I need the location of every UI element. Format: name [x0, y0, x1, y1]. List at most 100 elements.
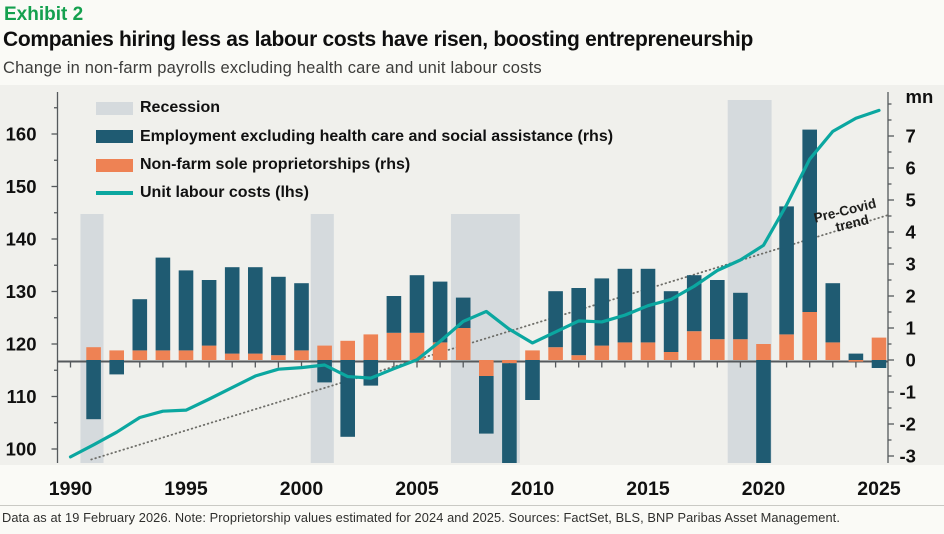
unit-labour-costs-line: [68, 108, 881, 459]
proprietorships-swatch-icon: [96, 158, 133, 172]
employment-bar: [710, 280, 725, 340]
proprietorships-bar: [363, 334, 379, 360]
proprietorships-bar: [871, 337, 887, 360]
right-axis-unit-label: mn: [906, 86, 934, 107]
proprietorships-bar: [479, 360, 494, 376]
proprietorships-bar: [386, 332, 402, 360]
left-axis-tick-label: 130: [6, 281, 37, 302]
legend-label: Unit labour costs (lhs): [140, 184, 309, 201]
left-axis-tick-label: 110: [7, 386, 37, 407]
employment-bar: [848, 353, 864, 360]
proprietorships-bar: [733, 339, 748, 360]
proprietorships-bar: [224, 353, 240, 360]
employment-bar: [363, 360, 379, 386]
proprietorships-bar: [617, 342, 633, 360]
employment-bar: [871, 360, 887, 368]
proprietorships-bar: [248, 353, 263, 360]
employment-bar: [201, 280, 217, 346]
legend-item-employment: Employment excluding health care and soc…: [96, 128, 613, 146]
employment-bar: [594, 278, 610, 346]
employment-bar: [271, 276, 286, 356]
x-axis-tick-label: 2000: [280, 478, 324, 500]
proprietorships-bar: [132, 350, 148, 360]
employment-bar: [409, 275, 425, 333]
proprietorships-bar: [710, 339, 725, 360]
proprietorships-bar: [802, 312, 817, 360]
left-axis-tick-label: 120: [6, 334, 37, 355]
legend-label: Non-farm sole proprietorships (rhs): [140, 156, 411, 173]
employment-swatch-icon: [96, 130, 133, 143]
proprietorships-bar: [594, 345, 610, 360]
proprietorships-bar: [848, 360, 864, 362]
employment-bar: [825, 283, 841, 343]
employment-bar: [617, 268, 633, 343]
right-axis-tick-label: -3: [900, 446, 916, 467]
line-swatch-icon: [96, 191, 133, 195]
right-axis-tick-label: 6: [906, 158, 916, 179]
employment-bar: [294, 283, 309, 351]
employment-bar: [248, 267, 263, 354]
right-axis-tick-label: 5: [906, 190, 916, 211]
proprietorships-bar: [548, 347, 563, 360]
employment-bar: [317, 360, 332, 383]
right-axis-tick-label: 7: [906, 126, 916, 147]
proprietorships-bar: [155, 350, 171, 360]
x-axis-tick-label: 1995: [164, 478, 208, 500]
chart-subtitle: Change in non-farm payrolls excluding he…: [3, 59, 542, 77]
exhibit-number: Exhibit 2: [4, 4, 84, 25]
pre-covid-trend-line: [90, 214, 888, 461]
x-axis-tick-label: 2020: [742, 478, 786, 500]
employment-bar: [525, 360, 540, 400]
page-title: Companies hiring less as labour costs ha…: [3, 28, 754, 51]
employment-bar: [340, 360, 355, 437]
legend-item-unit-labour-costs: Unit labour costs (lhs): [96, 184, 309, 202]
footer-divider: [0, 505, 944, 506]
right-axis-tick-label: 0: [906, 350, 916, 371]
axis-labels: 100 110 120 130 140 150 160 -3 -2 -1 0 1 2 3 4 5 6 7 mn 199…: [6, 86, 934, 500]
proprietorships-bar: [109, 350, 124, 360]
proprietorships-bar: [409, 332, 425, 360]
x-axis-tick-label: 2025: [857, 478, 901, 500]
employment-bar: [386, 296, 402, 333]
x-axis-tick-label: 2005: [395, 478, 439, 500]
employment-bar: [779, 206, 794, 335]
left-axis-tick-label: 150: [6, 176, 37, 197]
right-axis-tick-label: 3: [906, 254, 916, 275]
proprietorships-bar: [455, 328, 471, 360]
employment-bar: [756, 360, 771, 463]
proprietorships-bar: [340, 340, 355, 360]
proprietorships-bar: [317, 345, 332, 360]
recession-band: [80, 214, 104, 463]
legend-label: Employment excluding health care and soc…: [140, 127, 614, 145]
proprietorships-bar: [432, 342, 448, 360]
proprietorships-bar: [294, 350, 309, 360]
employment-bar: [733, 292, 748, 340]
proprietorships-bar: [201, 345, 217, 360]
left-axis-tick-label: 100: [6, 439, 37, 460]
proprietorships-bar: [86, 347, 101, 360]
proprietorships-bar: [502, 360, 517, 364]
employment-bar: [86, 360, 101, 420]
proprietorships-bar: [571, 355, 586, 360]
employment-bar: [132, 299, 148, 351]
left-axis-tick-label: 160: [6, 124, 37, 145]
source-note: Data as at 19 February 2026. Note: Propr…: [2, 510, 840, 525]
legend-item-proprietorships: Non-farm sole proprietorships (rhs): [96, 156, 410, 174]
employment-bar: [109, 360, 124, 375]
proprietorships-bar: [686, 331, 702, 360]
right-axis-tick-label: 2: [906, 286, 916, 307]
right-axis-tick-label: 4: [906, 222, 917, 243]
recession-swatch-icon: [96, 101, 133, 115]
x-axis-tick-label: 2010: [511, 478, 555, 500]
employment-bar: [502, 363, 517, 463]
proprietorships-bar: [271, 355, 286, 360]
proprietorships-bar: [525, 350, 540, 360]
employment-bar: [479, 376, 494, 434]
legend-label: Recession: [140, 99, 221, 116]
right-axis-tick-label: -2: [900, 414, 916, 435]
employment-bar: [802, 129, 817, 312]
employment-bar: [178, 270, 194, 351]
proprietorships-bar: [178, 350, 194, 360]
